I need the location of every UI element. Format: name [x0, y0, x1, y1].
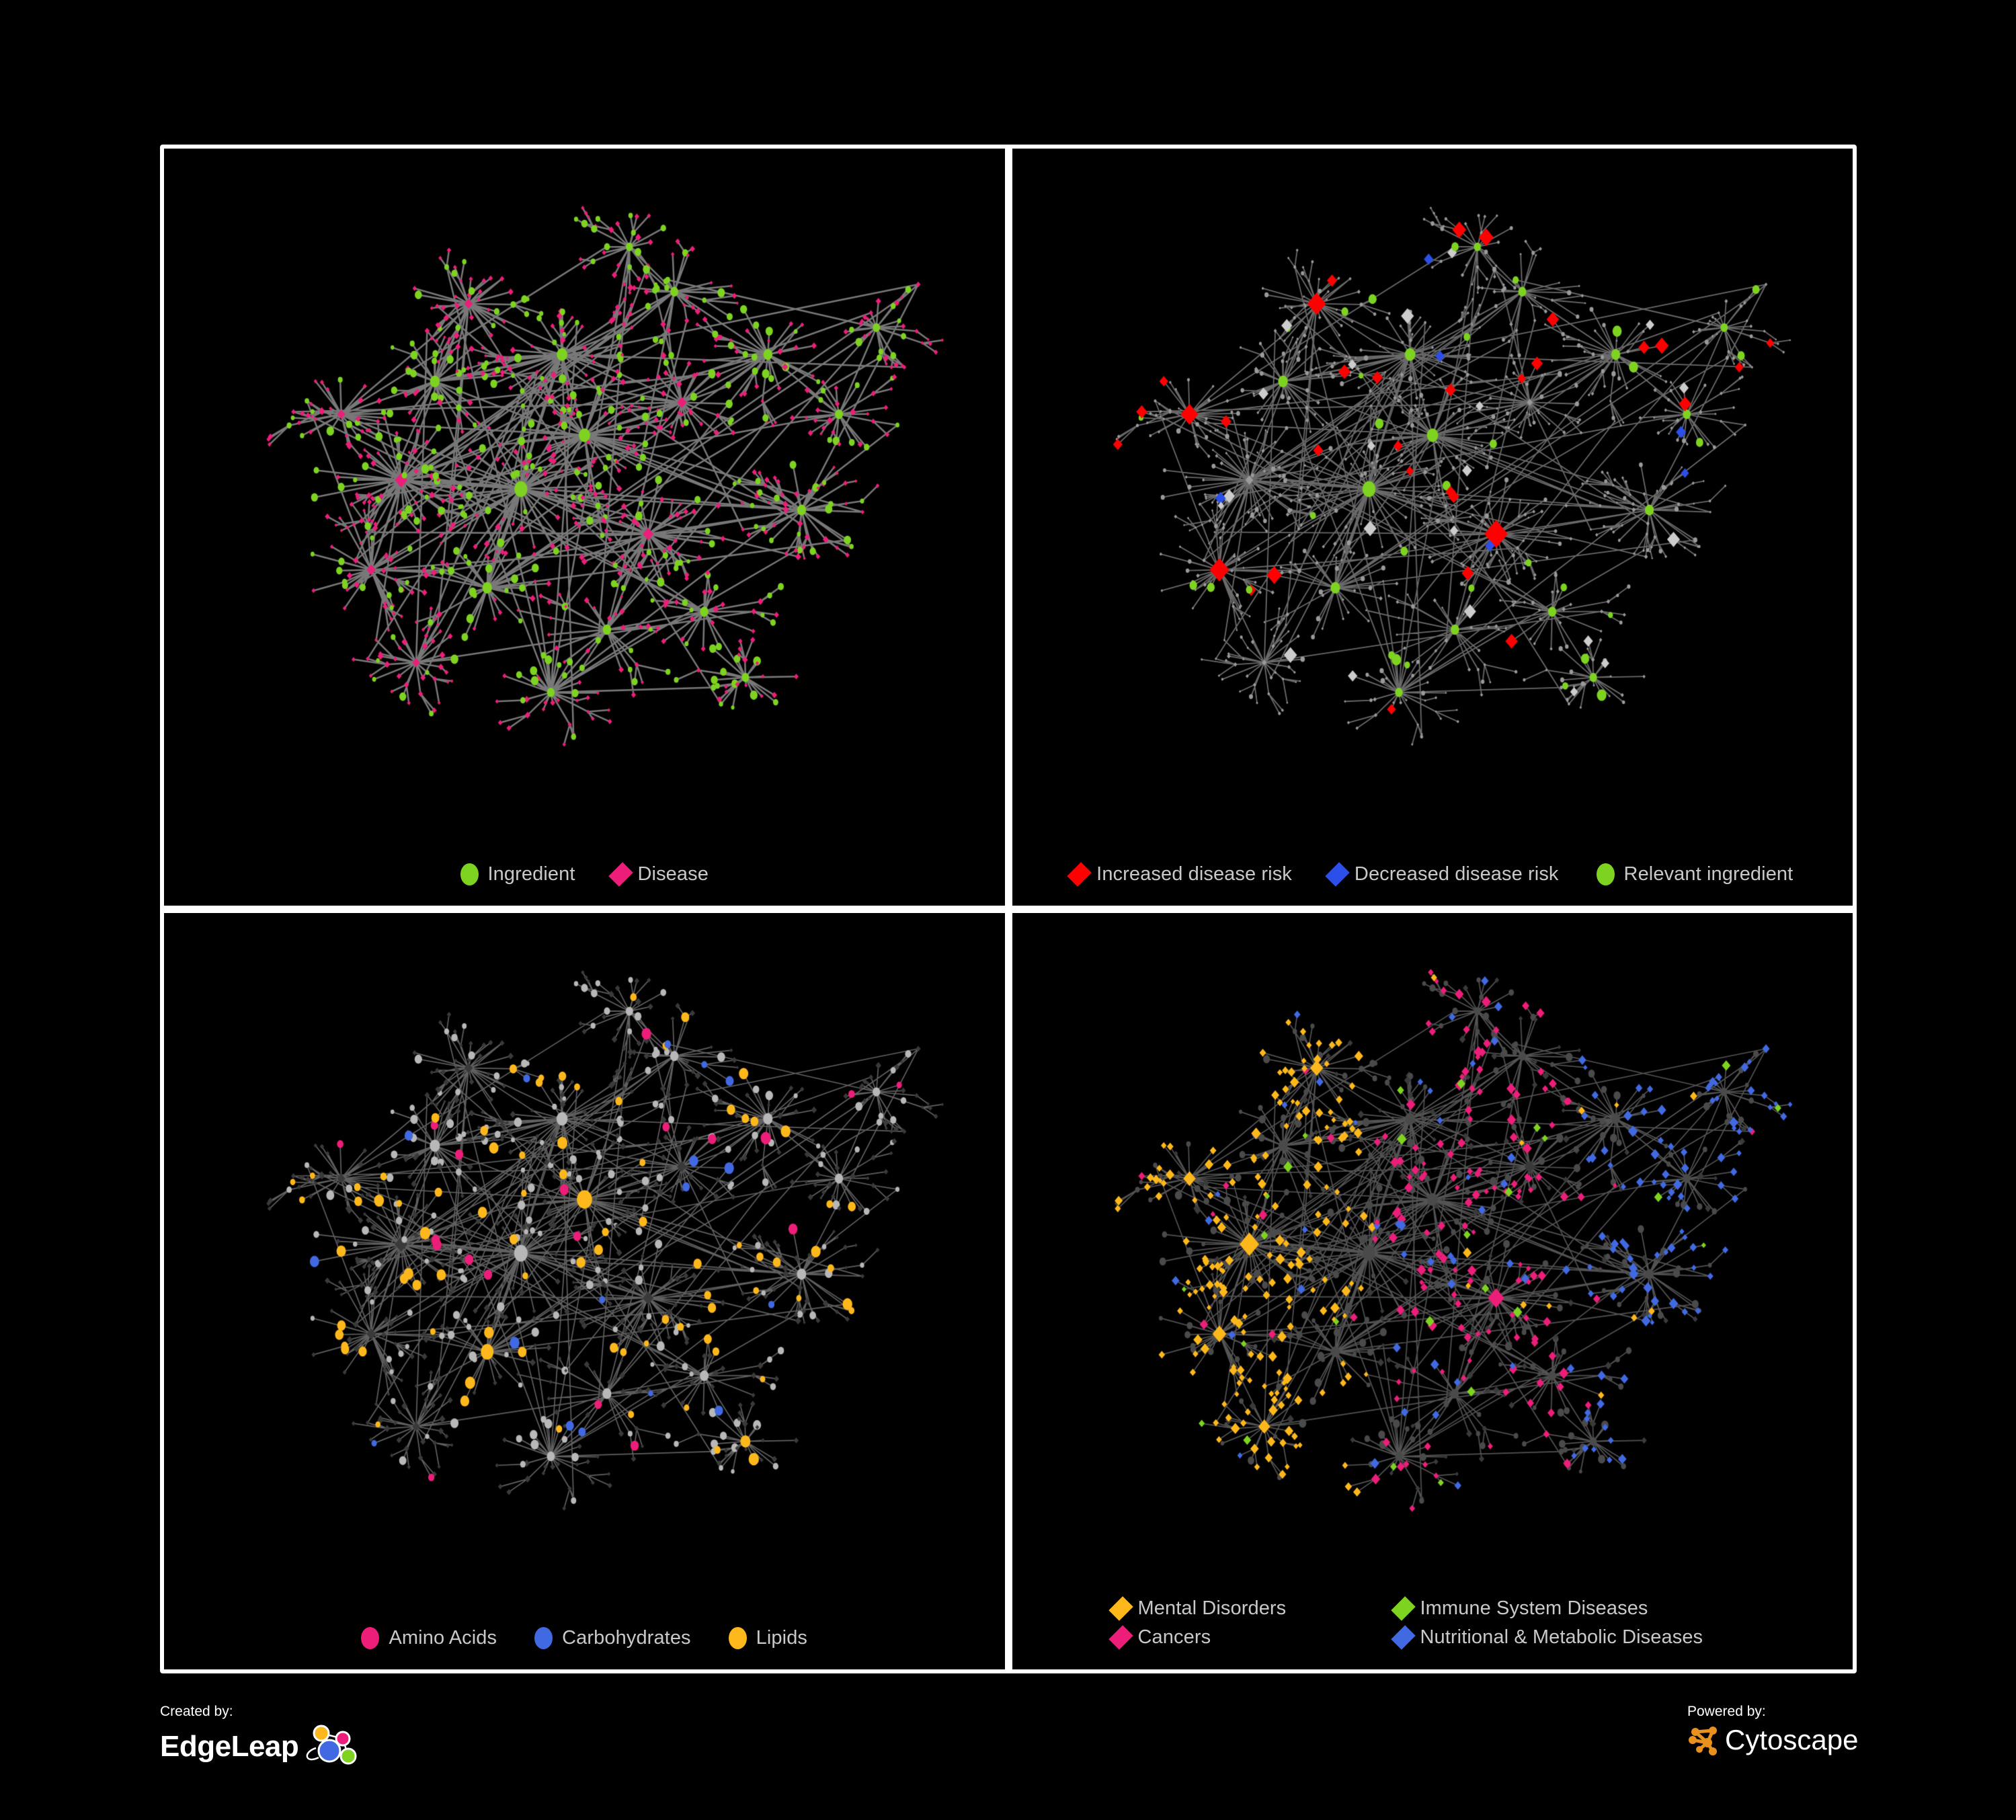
legend-label: Amino Acids	[389, 1627, 497, 1649]
panel-grid: Ingredient Disease Increased disease ris…	[164, 149, 1853, 1669]
legend-label: Lipids	[756, 1627, 808, 1649]
legend-item-carbohydrates[interactable]: Carbohydrates	[534, 1627, 691, 1649]
legend-item-mental-disorders[interactable]: Mental Disorders	[1108, 1594, 1396, 1623]
powered-by-cytoscape-logo[interactable]: Powered by: Cytoscape	[1687, 1704, 1916, 1757]
legend-item-lipids[interactable]: Lipids	[728, 1627, 808, 1649]
network-canvas-disease-risk	[1012, 149, 1853, 906]
diamond-swatch-icon	[1067, 861, 1092, 887]
panel-frame: Ingredient Disease Increased disease ris…	[160, 145, 1857, 1673]
legend-item-relevant-ingredient[interactable]: Relevant ingredient	[1596, 863, 1793, 885]
created-by-kicker: Created by:	[160, 1704, 233, 1719]
legend-label: Immune System Diseases	[1420, 1597, 1648, 1619]
cytoscape-logo-row: Cytoscape	[1687, 1723, 1916, 1757]
diamond-swatch-icon	[608, 861, 633, 887]
legend-label: Ingredient	[487, 863, 575, 885]
circle-swatch-icon	[361, 1627, 380, 1649]
legend-item-ingredient[interactable]: Ingredient	[460, 863, 575, 885]
powered-by-kicker: Powered by:	[1687, 1704, 1766, 1719]
legend-item-increased-risk[interactable]: Increased disease risk	[1067, 861, 1292, 887]
legend-item-immune-system-diseases[interactable]: Immune System Diseases	[1390, 1594, 1678, 1623]
legend-item-disease[interactable]: Disease	[608, 861, 709, 887]
panel-ingredient-disease[interactable]: Ingredient Disease	[164, 149, 1005, 906]
cytoscape-network-mark-icon	[1689, 1727, 1717, 1755]
legend-label: Mental Disorders	[1137, 1597, 1287, 1619]
network-canvas-ingredient-class	[164, 912, 1005, 1669]
legend-disease-risk: Increased disease risk Decreased disease…	[1012, 861, 1853, 906]
legend-disease-class: Mental Disorders Immune System Diseases …	[1012, 1594, 1853, 1669]
legend-label: Nutritional & Metabolic Diseases	[1420, 1626, 1703, 1648]
diamond-swatch-icon	[1108, 1625, 1133, 1650]
legend-label: Cancers	[1137, 1626, 1211, 1648]
circle-swatch-icon	[728, 1627, 747, 1649]
legend-item-nutritional-metabolic-diseases[interactable]: Nutritional & Metabolic Diseases	[1390, 1623, 1703, 1652]
cytoscape-wordmark: Cytoscape	[1725, 1724, 1859, 1755]
legend-label: Decreased disease risk	[1354, 863, 1559, 885]
circle-swatch-icon	[1596, 863, 1615, 885]
diamond-swatch-icon	[1325, 861, 1350, 887]
legend-ingredient-disease: Ingredient Disease	[164, 861, 1005, 906]
created-by-edgeleap-logo[interactable]: Created by: EdgeLeap	[160, 1704, 389, 1771]
panel-disease-risk[interactable]: Increased disease risk Decreased disease…	[1012, 149, 1853, 906]
legend-label: Disease	[637, 863, 709, 885]
circle-swatch-icon	[460, 863, 479, 885]
legend-label: Increased disease risk	[1096, 863, 1292, 885]
legend-ingredient-class: Amino Acids Carbohydrates Lipids	[164, 1627, 1005, 1669]
legend-label: Relevant ingredient	[1623, 863, 1793, 885]
edgeleap-wordmark: EdgeLeap	[160, 1730, 299, 1763]
legend-item-decreased-risk[interactable]: Decreased disease risk	[1325, 861, 1559, 887]
network-canvas-ingredient-disease	[164, 149, 1005, 906]
panel-disease-class[interactable]: Mental Disorders Immune System Diseases …	[1012, 912, 1853, 1669]
panel-ingredient-class[interactable]: Amino Acids Carbohydrates Lipids	[164, 912, 1005, 1669]
edgeleap-logo-row: EdgeLeap	[160, 1723, 389, 1771]
legend-label: Carbohydrates	[562, 1627, 691, 1649]
network-canvas-disease-class	[1012, 912, 1853, 1669]
edgeleap-network-mark-icon	[307, 1725, 357, 1765]
legend-item-amino-acids[interactable]: Amino Acids	[361, 1627, 497, 1649]
diamond-swatch-icon	[1108, 1596, 1133, 1621]
legend-item-cancers[interactable]: Cancers	[1108, 1623, 1396, 1652]
circle-swatch-icon	[534, 1627, 553, 1649]
